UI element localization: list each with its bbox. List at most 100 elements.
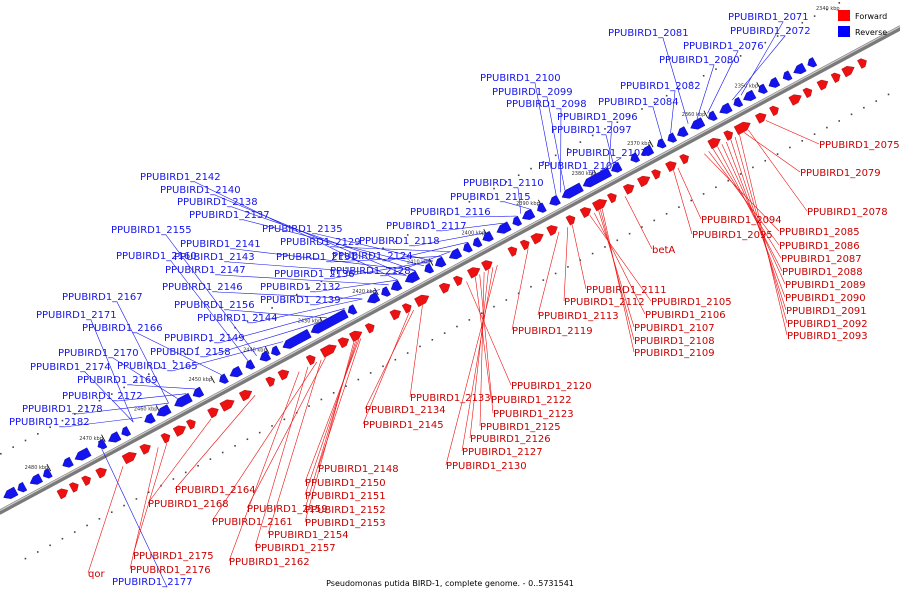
reverse-gene-label: PPUBIRD1_2146 (162, 282, 243, 293)
upper-guide-dot (739, 55, 742, 57)
tick-label: 2380 kbp (572, 171, 596, 177)
upper-guide-dot (184, 353, 187, 356)
lower-guide-dot (456, 325, 458, 328)
lower-guide-dot (246, 438, 249, 441)
reverse-leader-line (504, 201, 530, 210)
reverse-gene-arrow (97, 438, 108, 450)
upper-guide-dot (74, 413, 76, 415)
reverse-gene-arrow (108, 431, 122, 443)
forward-gene-label: PPUBIRD1_2109 (634, 348, 715, 359)
lower-guide-dot (172, 478, 175, 480)
reverse-leader-line (517, 187, 522, 214)
lower-guide-dot (628, 232, 631, 235)
upper-guide-dot (764, 41, 767, 44)
tick-label: 2440 kbp (243, 348, 267, 354)
reverse-gene-arrow (259, 350, 272, 362)
upper-guide-dot (616, 121, 619, 123)
reverse-leader-line (231, 206, 416, 271)
forward-gene-arrow (530, 233, 544, 245)
reverse-gene-label: PPUBIRD1_2084 (598, 97, 679, 108)
upper-guide-dot (579, 141, 582, 143)
reverse-leader-line (171, 341, 284, 372)
forward-gene-arrow (438, 282, 451, 294)
reverse-leader-line (63, 417, 143, 428)
reverse-leader-line (605, 134, 614, 165)
upper-guide-dot (665, 94, 668, 97)
upper-guide-dot (715, 68, 717, 70)
forward-gene-arrow (665, 161, 677, 172)
forward-gene-arrow (841, 65, 855, 78)
forward-gene-arrow (607, 192, 617, 204)
upper-guide-dot (37, 433, 39, 435)
reverse-leader-line (228, 261, 407, 276)
reverse-gene-arrow (667, 132, 678, 143)
forward-leader-line (704, 153, 780, 232)
reverse-gene-label: PPUBIRD1_2115 (450, 192, 531, 203)
lower-guide-dot (616, 239, 619, 242)
reverse-gene-arrow (245, 359, 256, 370)
reverse-leader-line (112, 357, 178, 399)
upper-guide-dot (554, 154, 557, 157)
reverse-gene-label: PPUBIRD1_2141 (180, 239, 261, 250)
forward-leader-line (364, 309, 414, 410)
forward-gene-label: betA (652, 245, 675, 256)
forward-gene-arrow (723, 130, 734, 141)
reverse-leader-line (170, 260, 249, 361)
reverse-gene-arrow (219, 373, 229, 384)
upper-guide-dot (826, 8, 828, 11)
reverse-gene-arrow (434, 256, 447, 268)
forward-leader-line (267, 359, 322, 535)
lower-guide-dot (653, 219, 656, 222)
forward-gene-label: PPUBIRD1_2123 (493, 409, 574, 420)
reverse-gene-arrow (156, 404, 172, 417)
forward-gene-arrow (637, 175, 651, 188)
lower-guide-dot (850, 113, 853, 116)
forward-gene-arrow (139, 443, 151, 455)
forward-gene-label: PPUBIRD1_2125 (480, 422, 561, 433)
reverse-gene-label: PPUBIRD1_2099 (492, 87, 573, 98)
forward-gene-arrow (349, 330, 363, 342)
forward-gene-label: PPUBIRD1_2133 (410, 393, 491, 404)
reverse-gene-label: PPUBIRD1_2101 (566, 148, 647, 159)
reverse-leader-line (696, 64, 715, 120)
upper-guide-dot (12, 446, 14, 448)
lower-guide-dot (715, 186, 717, 189)
upper-guide-dot (641, 108, 643, 110)
forward-leader-line (743, 132, 801, 173)
tick-mark (703, 110, 709, 118)
reverse-gene-label: PPUBIRD1_2160 (116, 251, 197, 262)
upper-guide-dot (98, 399, 101, 402)
lower-guide-dot (739, 173, 742, 175)
forward-gene-label: PPUBIRD1_2107 (634, 323, 715, 334)
tick-mark (648, 139, 654, 148)
lower-guide-dot (838, 120, 841, 122)
lower-guide-dot (678, 206, 680, 208)
forward-gene-arrow (769, 105, 779, 117)
forward-leader-line (362, 312, 410, 425)
reverse-gene-label: PPUBIRD1_2167 (62, 292, 143, 303)
genome-backbone-highlight (0, 25, 900, 512)
reverse-gene-label: PPUBIRD1_2139 (260, 295, 341, 306)
tick-mark (101, 434, 106, 442)
reverse-gene-label: PPUBIRD1_2129 (280, 237, 361, 248)
upper-guide-dot (406, 234, 409, 236)
forward-gene-label: PPUBIRD1_2106 (645, 310, 726, 321)
forward-leader-line (228, 371, 300, 562)
upper-guide-dot (382, 247, 384, 249)
reverse-leader-line (316, 233, 433, 262)
lower-guide-dot (147, 491, 150, 494)
reverse-gene-arrow (611, 161, 623, 173)
upper-guide-dot (678, 88, 680, 90)
lower-guide-dot (110, 511, 113, 513)
reverse-leader-line (243, 219, 425, 267)
forward-gene-arrow (265, 376, 276, 387)
reverse-leader-line (599, 157, 622, 172)
forward-gene-label: PPUBIRD1_2157 (255, 543, 336, 554)
reverse-gene-arrow (347, 304, 358, 315)
lower-guide-dot (382, 365, 384, 368)
reverse-leader-line (707, 50, 739, 114)
upper-guide-dot (369, 254, 372, 256)
reverse-leader-line (116, 301, 169, 404)
lower-guide-dot (727, 179, 730, 182)
reverse-gene-arrow (74, 447, 92, 461)
